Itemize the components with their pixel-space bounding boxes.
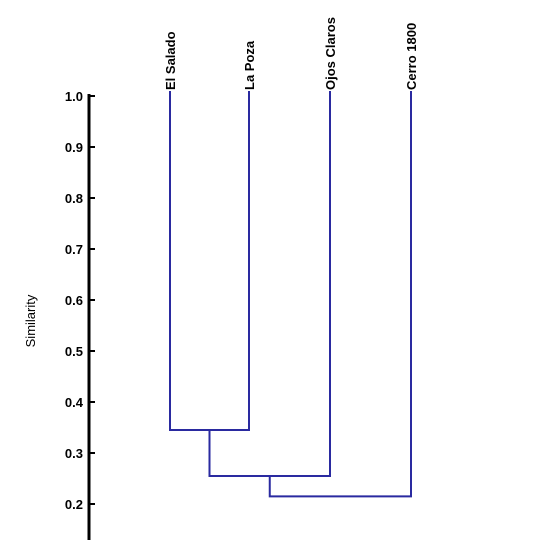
leaf-labels: El Salado La Poza Ojos Claros Cerro 1800 (163, 17, 419, 90)
y-tick-label: 0.3 (65, 446, 83, 461)
dendrogram-links (169, 91, 412, 498)
y-tick-label: 0.8 (65, 191, 83, 206)
leaf-label: Ojos Claros (323, 17, 338, 90)
y-axis: 1.0 0.9 0.8 0.7 0.6 0.5 0.4 0.3 0.2 (65, 89, 95, 540)
y-tick-label: 0.2 (65, 497, 83, 512)
y-tick-label: 0.5 (65, 344, 83, 359)
dendrogram-link (169, 91, 250, 432)
y-tick-label: 0.6 (65, 293, 83, 308)
leaf-label: El Salado (163, 31, 178, 90)
dendrogram-link (268, 91, 412, 498)
leaf-label: Cerro 1800 (404, 23, 419, 90)
y-tick-label: 0.7 (65, 242, 83, 257)
y-tick-label: 1.0 (65, 89, 83, 104)
leaf-label: La Poza (242, 40, 257, 90)
y-axis-label: Similarity (23, 294, 38, 347)
dendrogram-link (208, 91, 331, 477)
y-tick-label: 0.4 (65, 395, 84, 410)
y-tick-label: 0.9 (65, 140, 83, 155)
